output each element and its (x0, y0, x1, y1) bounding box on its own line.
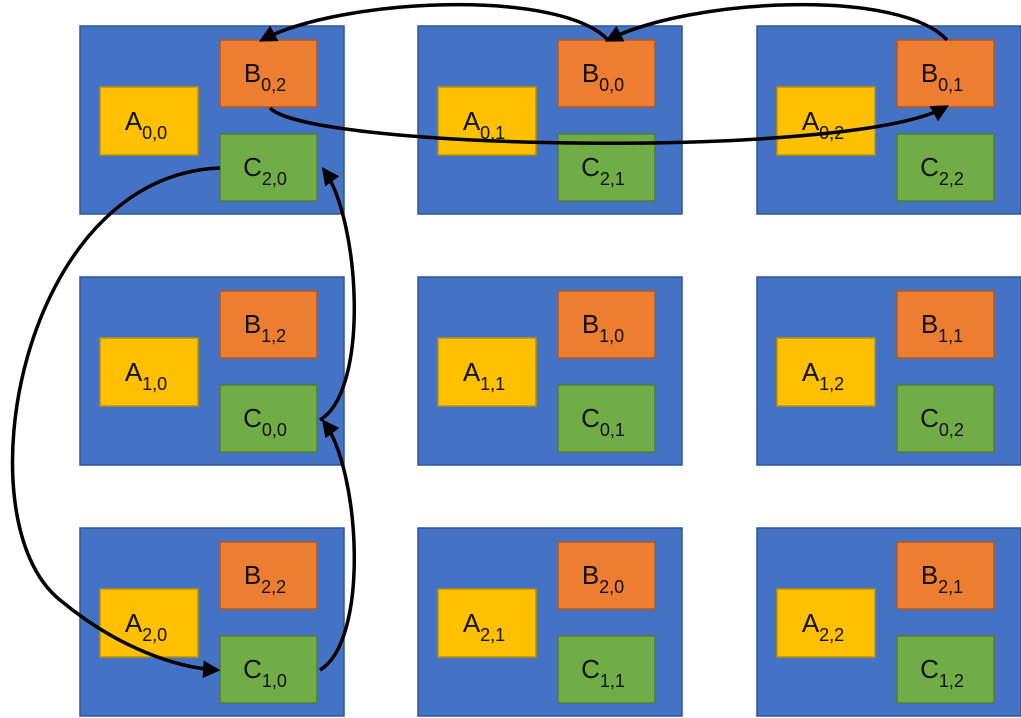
c-block-label: C2,1 (581, 152, 625, 189)
processor-cell: A1,2 B1,1 C0,2 (756, 276, 1021, 466)
a-block (437, 337, 537, 407)
c-block (219, 635, 318, 704)
processor-cell: A2,0 B2,2 C1,0 (79, 527, 345, 717)
c-block (219, 384, 318, 453)
c-block (557, 635, 656, 704)
c-block (896, 384, 995, 453)
c-block (219, 133, 318, 202)
c-block (557, 384, 656, 453)
b-block (557, 290, 656, 359)
arrow-b00-to-b02 (258, 2, 610, 42)
b-block-label: B2,0 (582, 560, 624, 597)
processor-cell: A0,1 B0,0 C2,1 (417, 25, 683, 215)
b-block (219, 290, 318, 359)
b-block (896, 290, 995, 359)
b-block-label: B0,0 (582, 58, 624, 95)
a-block-label: A2,0 (125, 608, 167, 645)
arrow-c00-to-c20 (319, 167, 356, 422)
b-block-label: B2,1 (921, 560, 963, 597)
c-block-label: C2,2 (920, 152, 964, 189)
b-block-label: B0,1 (921, 58, 963, 95)
a-block-label: A1,1 (463, 357, 505, 394)
processor-cell: A2,2 B2,1 C1,2 (756, 527, 1021, 717)
processor-cell: A1,1 B1,0 C0,1 (417, 276, 683, 466)
a-block (776, 86, 876, 156)
processor-cell: A1,0 B1,2 C0,0 (79, 276, 345, 466)
processor-cell: A0,0 B0,2 C2,0 (79, 25, 345, 215)
a-block (99, 588, 199, 658)
a-block-label: A1,2 (802, 357, 844, 394)
a-block (776, 337, 876, 407)
b-block-label: B1,2 (244, 309, 286, 346)
processor-grid: A0,0B0,2C2,0A0,1B0,0C2,1A0,2B0,1C2,2A1,0… (79, 25, 1021, 717)
arrow-b02-to-b01 (268, 105, 950, 145)
b-block (557, 541, 656, 610)
c-block (896, 133, 995, 202)
a-block (99, 86, 199, 156)
a-block-label: A2,2 (802, 608, 844, 645)
b-block-label: B2,2 (244, 560, 286, 597)
b-block (219, 541, 318, 610)
c-block-label: C1,1 (581, 654, 625, 691)
b-block-label: B1,0 (582, 309, 624, 346)
processor-cell: A2,1 B2,0 C1,1 (417, 527, 683, 717)
a-block (776, 588, 876, 658)
arrow-b01-to-b00 (604, 2, 949, 42)
arrow-c20-to-c10 (10, 166, 221, 678)
processor-cell: A0,2B0,1C2,2 (756, 25, 1021, 215)
b-block (896, 39, 995, 108)
c-block-label: C1,0 (243, 654, 287, 691)
b-block-label: B0,2 (244, 58, 286, 95)
b-block (896, 541, 995, 610)
b-block-label: B1,1 (921, 309, 963, 346)
c-block-label: C1,2 (920, 654, 964, 691)
c-block-label: C0,0 (243, 403, 287, 440)
c-block-label: C0,2 (920, 403, 964, 440)
a-block-label: A0,1 (463, 106, 505, 143)
c-block-label: C0,1 (581, 403, 625, 440)
b-block (557, 39, 656, 108)
a-block-label: A1,0 (125, 357, 167, 394)
a-block (99, 337, 199, 407)
a-block (437, 588, 537, 658)
arrow-c10-to-c00 (319, 419, 357, 672)
c-block-label: C2,0 (243, 152, 287, 189)
b-block (219, 39, 318, 108)
c-block (557, 133, 656, 202)
a-block-label: A0,0 (125, 106, 167, 143)
a-block (437, 86, 537, 156)
arrows-layer (10, 2, 950, 678)
a-block-label: A2,1 (463, 608, 505, 645)
c-block (896, 635, 995, 704)
